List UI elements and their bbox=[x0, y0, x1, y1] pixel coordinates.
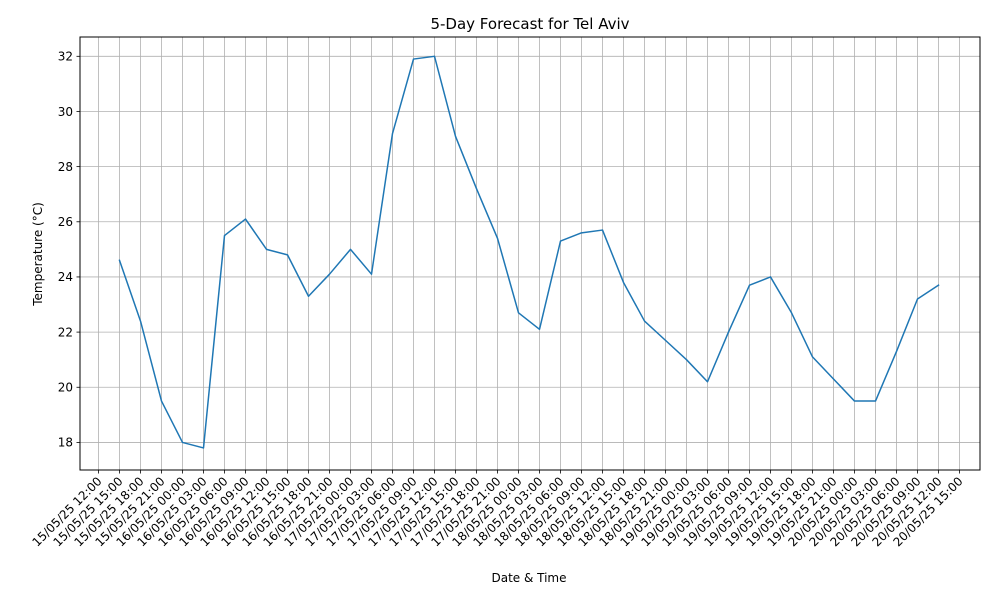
y-axis-label: Temperature (°C) bbox=[31, 202, 45, 307]
y-tick-label: 22 bbox=[58, 325, 73, 339]
y-tick-label: 30 bbox=[58, 105, 73, 119]
grid bbox=[80, 37, 980, 470]
y-tick-label: 24 bbox=[58, 270, 73, 284]
y-axis: 18 20 22 24 26 28 30 32 bbox=[58, 50, 80, 450]
y-tick-label: 28 bbox=[58, 160, 73, 174]
plot-frame bbox=[79, 36, 981, 471]
y-tick-label: 20 bbox=[58, 381, 73, 395]
series-layer bbox=[118, 55, 940, 449]
chart-title: 5-Day Forecast for Tel Aviv bbox=[430, 15, 629, 33]
y-tick-label: 18 bbox=[58, 436, 73, 450]
y-tick-label: 26 bbox=[58, 215, 73, 229]
x-axis-label: Date & Time bbox=[491, 571, 566, 585]
y-tick-label: 32 bbox=[58, 50, 73, 64]
temperature-series-line bbox=[118, 55, 940, 449]
plot-area bbox=[80, 37, 980, 470]
